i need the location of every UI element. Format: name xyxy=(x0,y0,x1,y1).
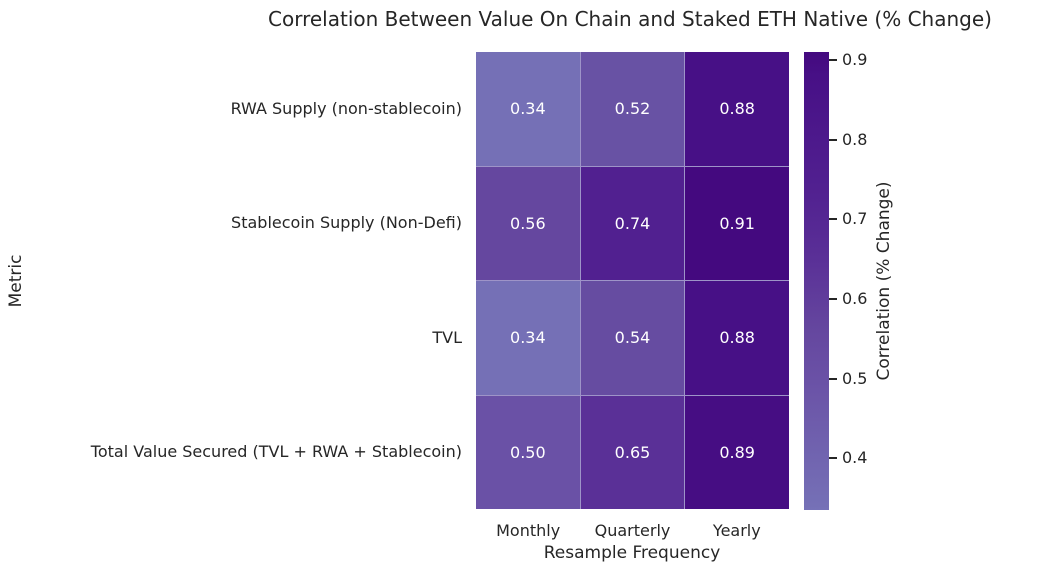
x-tick-label: Quarterly xyxy=(594,521,671,540)
colorbar-tick-mark xyxy=(829,138,837,141)
colorbar-tick-label: 0.9 xyxy=(842,49,868,69)
colorbar-tick-label: 0.8 xyxy=(842,129,868,149)
heatmap-cell: 0.88 xyxy=(685,52,789,166)
y-axis-label: Metric xyxy=(6,254,26,308)
x-tick-label: Yearly xyxy=(712,521,761,540)
heatmap-cell: 0.65 xyxy=(580,395,685,509)
heatmap-cell: 0.54 xyxy=(580,281,685,395)
colorbar-tick-label: 0.6 xyxy=(842,288,868,308)
colorbar-label: Correlation (% Change) xyxy=(874,181,894,381)
colorbar-tick-mark xyxy=(829,58,837,61)
colorbar-tick-label: 0.7 xyxy=(842,209,868,229)
colorbar-tick-label: 0.5 xyxy=(842,368,868,388)
colorbar xyxy=(804,52,829,510)
heatmap-cell: 0.34 xyxy=(476,281,580,395)
heatmap-grid: 0.34 0.52 0.88 0.56 0.74 0.91 0.34 0.54 0.88 0.50… xyxy=(476,52,789,509)
heatmap-cell: 0.52 xyxy=(580,52,685,166)
x-axis-label: Resample Frequency xyxy=(543,543,721,563)
heatmap-cell: 0.88 xyxy=(685,281,789,395)
colorbar-tick-mark xyxy=(829,457,837,460)
y-tick-label: Total Value Secured (TVL + RWA + Stablec… xyxy=(90,441,462,461)
x-tick-label: Monthly xyxy=(496,521,561,540)
heatmap-cell: 0.34 xyxy=(476,52,580,166)
chart-title: Correlation Between Value On Chain and S… xyxy=(268,7,992,31)
heatmap-cell: 0.74 xyxy=(580,166,685,280)
heatmap-cell: 0.56 xyxy=(476,166,580,280)
colorbar-tick-mark xyxy=(829,297,837,300)
colorbar-tick-label: 0.4 xyxy=(842,448,868,468)
colorbar-tick-mark xyxy=(829,377,837,380)
y-tick-label: TVL xyxy=(432,327,462,347)
heatmap-cell: 0.89 xyxy=(685,395,789,509)
heatmap-cell: 0.50 xyxy=(476,395,580,509)
y-tick-label: Stablecoin Supply (Non-Defi) xyxy=(231,213,462,233)
heatmap-cell: 0.91 xyxy=(685,166,789,280)
colorbar-tick-mark xyxy=(829,218,837,221)
y-tick-label: RWA Supply (non-stablecoin) xyxy=(230,99,462,119)
